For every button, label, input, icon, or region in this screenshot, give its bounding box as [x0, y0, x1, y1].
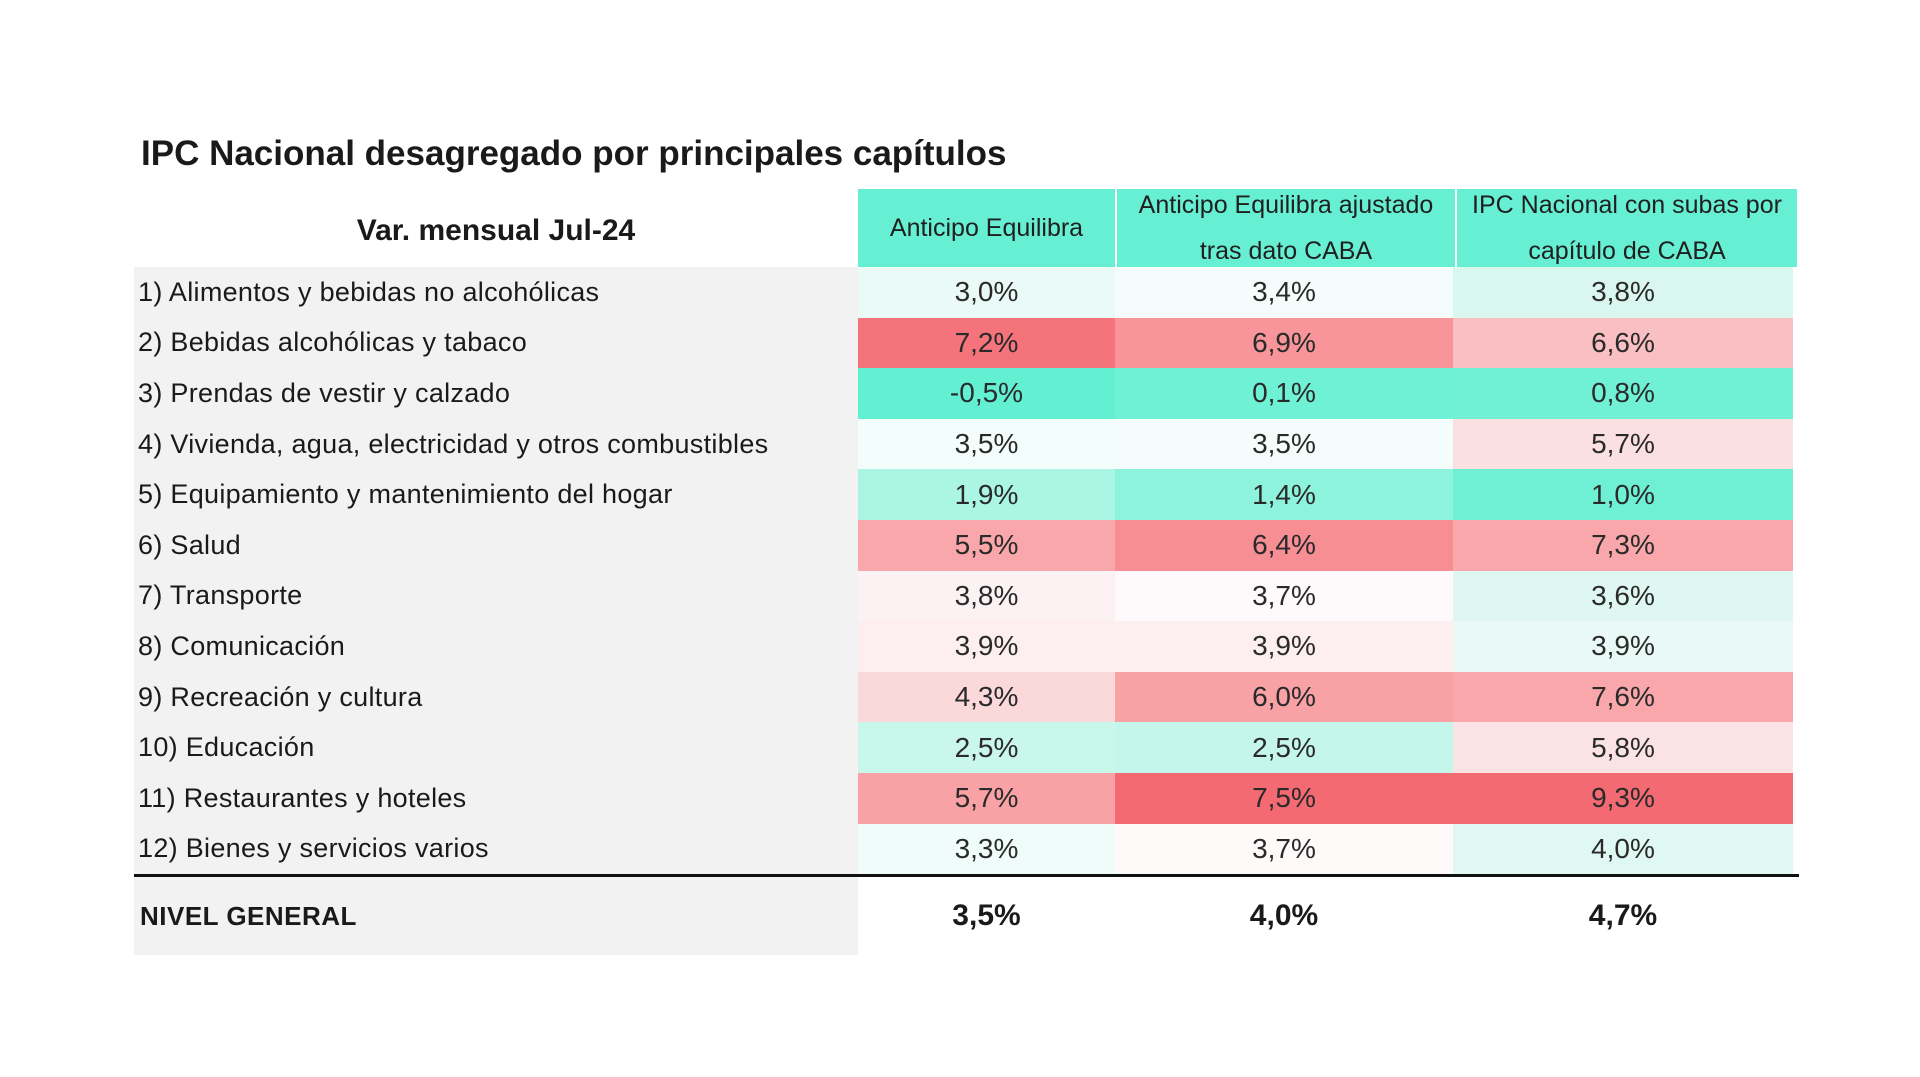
row-label: 9) Recreación y cultura	[134, 671, 858, 723]
row-label: 8) Comunicación	[134, 621, 858, 672]
cell-ipc-caba: 4,0%	[1453, 823, 1793, 875]
column-header-ajustado: Anticipo Equilibra ajustado tras dato CA…	[1115, 189, 1455, 267]
table-row: 2) Bebidas alcohólicas y tabaco 7,2% 6,9% 6…	[134, 317, 1799, 369]
row-label: 5) Equipamiento y mantenimiento del hoga…	[134, 469, 858, 520]
cell-anticipo: 5,7%	[858, 772, 1115, 824]
cell-anticipo: 3,5%	[858, 418, 1115, 470]
cell-ajustado: 0,1%	[1115, 368, 1453, 419]
cell-ajustado: 6,0%	[1115, 671, 1453, 723]
cell-ajustado: 3,9%	[1115, 621, 1453, 672]
row-label: 3) Prendas de vestir y calzado	[134, 368, 858, 419]
cell-ajustado: 7,5%	[1115, 772, 1453, 824]
cell-anticipo: 2,5%	[858, 722, 1115, 773]
cell-anticipo: 3,9%	[858, 621, 1115, 672]
cell-ajustado: 6,9%	[1115, 317, 1453, 369]
column-header-anticipo: Anticipo Equilibra	[858, 189, 1115, 267]
table-row: 4) Vivienda, agua, electricidad y otros …	[134, 418, 1799, 470]
cell-anticipo: 7,2%	[858, 317, 1115, 369]
cell-anticipo: 3,3%	[858, 823, 1115, 875]
row-label: 1) Alimentos y bebidas no alcohólicas	[134, 267, 858, 318]
table-row: 9) Recreación y cultura 4,3% 6,0% 7,6%	[134, 671, 1799, 723]
cell-ipc-caba: 3,9%	[1453, 621, 1793, 672]
table-row: 6) Salud 5,5% 6,4% 7,3%	[134, 519, 1799, 571]
cell-ipc-caba: 9,3%	[1453, 772, 1793, 824]
table-row: 5) Equipamiento y mantenimiento del hoga…	[134, 469, 1799, 520]
row-label: 12) Bienes y servicios varios	[134, 823, 858, 875]
column-header-ipc-caba: IPC Nacional con subas por capítulo de C…	[1455, 189, 1797, 267]
cell-ipc-caba: 3,8%	[1453, 267, 1793, 318]
total-row: NIVEL GENERAL 3,5% 4,0% 4,7%	[134, 874, 1799, 956]
row-label: 7) Transporte	[134, 570, 858, 622]
cell-anticipo: 5,5%	[858, 519, 1115, 571]
total-cell-ajustado: 4,0%	[1249, 899, 1319, 933]
row-label: 4) Vivienda, agua, electricidad y otros …	[134, 418, 858, 470]
row-label: 2) Bebidas alcohólicas y tabaco	[134, 317, 858, 369]
total-cell-anticipo: 3,5%	[952, 899, 1021, 933]
cell-ajustado: 6,4%	[1115, 519, 1453, 571]
table-row: 11) Restaurantes y hoteles 5,7% 7,5% 9,3%	[134, 772, 1799, 824]
cell-ipc-caba: 3,6%	[1453, 570, 1793, 622]
table-body: 1) Alimentos y bebidas no alcohólicas 3,0…	[134, 267, 1799, 875]
cell-ajustado: 3,7%	[1115, 570, 1453, 622]
cell-ajustado: 3,4%	[1115, 267, 1453, 318]
row-header-label: Var. mensual Jul-24	[356, 214, 636, 247]
cell-ipc-caba: 5,8%	[1453, 722, 1793, 773]
cell-anticipo: 4,3%	[858, 671, 1115, 723]
cell-ipc-caba: 7,3%	[1453, 519, 1793, 571]
cell-ajustado: 3,5%	[1115, 418, 1453, 470]
row-label: 11) Restaurantes y hoteles	[134, 772, 858, 824]
table-row: 12) Bienes y servicios varios 3,3% 3,7% 4,0…	[134, 823, 1799, 875]
table-title: IPC Nacional desagregado por principales…	[141, 134, 1007, 173]
total-cell-ipc-caba: 4,7%	[1588, 899, 1658, 933]
table-row: 1) Alimentos y bebidas no alcohólicas 3,0…	[134, 267, 1799, 318]
table-row: 8) Comunicación 3,9% 3,9% 3,9%	[134, 621, 1799, 672]
table-row: 3) Prendas de vestir y calzado -0,5% 0,1% 0…	[134, 368, 1799, 419]
cell-ajustado: 2,5%	[1115, 722, 1453, 773]
cell-ajustado: 3,7%	[1115, 823, 1453, 875]
header-row: Var. mensual Jul-24 Anticipo Equilibra A…	[134, 189, 1799, 267]
cell-ipc-caba: 5,7%	[1453, 418, 1793, 470]
cell-ipc-caba: 6,6%	[1453, 317, 1793, 369]
cell-anticipo: -0,5%	[858, 368, 1115, 419]
table-row: 7) Transporte 3,8% 3,7% 3,6%	[134, 570, 1799, 622]
cell-anticipo: 1,9%	[858, 469, 1115, 520]
cell-ipc-caba: 0,8%	[1453, 368, 1793, 419]
cell-ipc-caba: 7,6%	[1453, 671, 1793, 723]
row-label: 6) Salud	[134, 519, 858, 571]
cell-anticipo: 3,0%	[858, 267, 1115, 318]
cell-ipc-caba: 1,0%	[1453, 469, 1793, 520]
table-row: 10) Educación 2,5% 2,5% 5,8%	[134, 722, 1799, 773]
total-label: NIVEL GENERAL	[134, 877, 858, 956]
cell-anticipo: 3,8%	[858, 570, 1115, 622]
cell-ajustado: 1,4%	[1115, 469, 1453, 520]
ipc-table: Var. mensual Jul-24 Anticipo Equilibra A…	[134, 189, 1799, 956]
row-label: 10) Educación	[134, 722, 858, 773]
